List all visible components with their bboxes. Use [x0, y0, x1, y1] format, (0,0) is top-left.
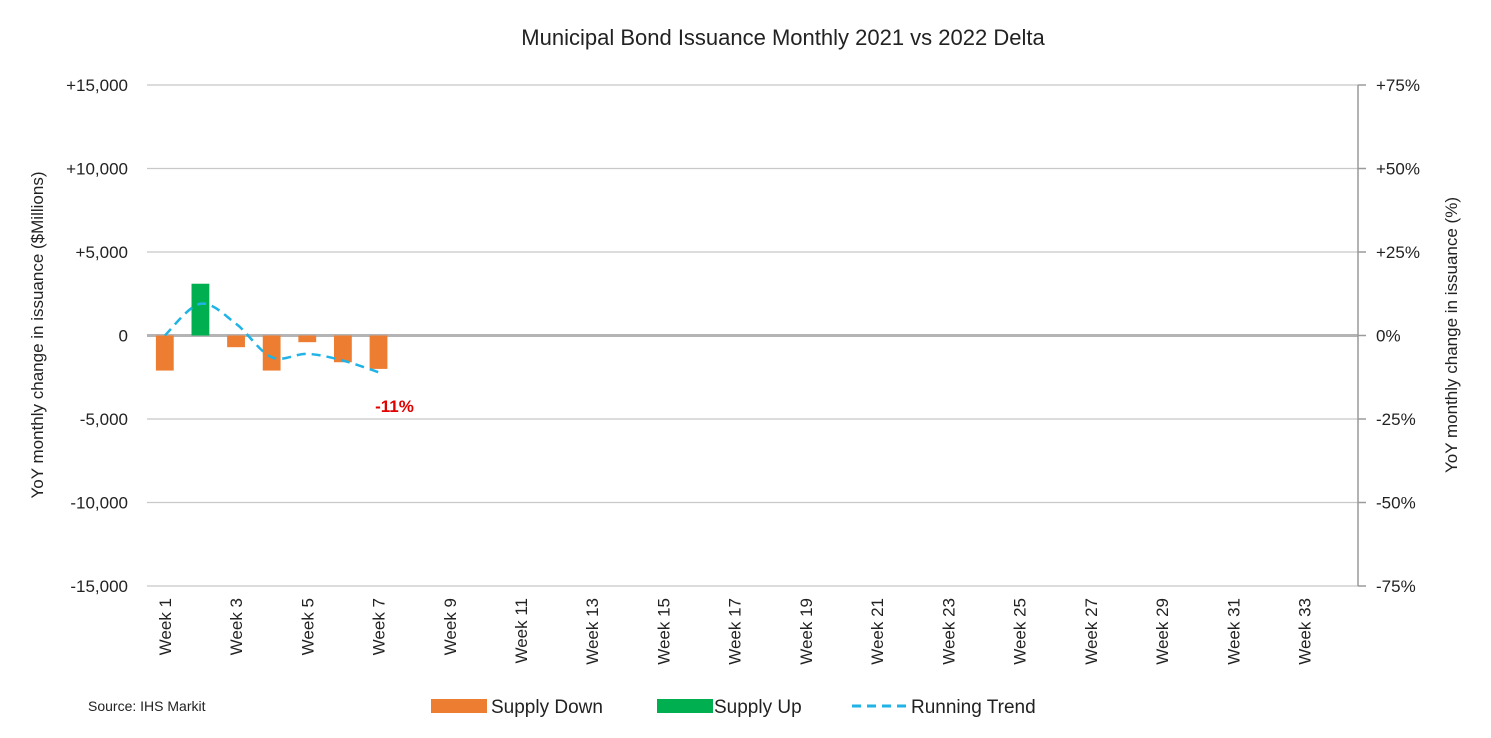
legend-label-supply-up: Supply Up	[714, 697, 802, 718]
y-tick-label: +10,000	[66, 160, 128, 179]
chart-title: Municipal Bond Issuance Monthly 2021 vs …	[521, 25, 1045, 50]
y-tick-label: 0	[119, 327, 128, 346]
y-tick-label: -10,000	[70, 494, 128, 513]
legend-label-supply-down: Supply Down	[491, 697, 603, 718]
running-trend-path	[163, 302, 379, 374]
x-tick-label: Week 29	[1153, 598, 1172, 665]
bar-supply-down	[227, 335, 245, 348]
x-tick-label: Week 13	[583, 598, 602, 665]
x-tick-label: Week 31	[1224, 598, 1243, 665]
x-tick-label: Week 1	[156, 598, 175, 655]
y-tick-label: -15,000	[70, 577, 128, 596]
y2-tick-label: +25%	[1376, 243, 1420, 262]
grid-lines	[147, 84, 1358, 587]
bar-supply-down	[369, 335, 388, 369]
x-tick-label: Week 21	[868, 598, 887, 665]
y-tick-label: +5,000	[76, 243, 128, 262]
x-tick-label: Week 33	[1296, 598, 1315, 665]
legend-swatch-supply-up	[657, 699, 713, 713]
x-tick-label: Week 9	[441, 598, 460, 655]
legend-swatch-supply-down	[431, 699, 487, 713]
x-tick-label: Week 7	[370, 598, 389, 655]
y2-axis-label: YoY monthly change in issuance (%)	[1442, 197, 1461, 473]
y2-tick-label: +75%	[1376, 76, 1420, 95]
y2-tick-label: -75%	[1376, 577, 1416, 596]
bar-supply-up	[191, 283, 210, 336]
source-note: Source: IHS Markit	[88, 698, 206, 714]
y-tick-label: -5,000	[80, 410, 128, 429]
legend: Supply Down Supply Up Running Trend	[431, 697, 1036, 718]
y2-tick-label: -25%	[1376, 410, 1416, 429]
running-trend-line	[163, 302, 379, 374]
y-axis-label: YoY monthly change in issuance ($Million…	[28, 172, 47, 499]
axes: +15,000 +10,000 +5,000 0 -5,000 -10,000 -15,00…	[66, 76, 1420, 665]
x-tick-label: Week 27	[1082, 598, 1101, 665]
bar-supply-down	[333, 335, 352, 363]
x-tick-label: Week 19	[797, 598, 816, 665]
x-tick-label: Week 5	[298, 598, 317, 655]
x-tick-label: Week 23	[939, 598, 958, 665]
x-tick-label: Week 17	[726, 598, 745, 665]
bar-supply-down	[298, 335, 317, 343]
bar-supply-down	[262, 335, 281, 371]
y2-tick-label: +50%	[1376, 160, 1420, 179]
legend-label-running-trend: Running Trend	[911, 697, 1036, 718]
y2-tick-label: -50%	[1376, 494, 1416, 513]
y2-tick-label: 0%	[1376, 327, 1401, 346]
bar-supply-down	[155, 335, 174, 371]
bars	[155, 283, 388, 371]
x-tick-label: Week 25	[1011, 598, 1030, 665]
trend-annotation: -11%	[375, 397, 414, 416]
x-tick-label: Week 15	[654, 598, 673, 665]
y-tick-label: +15,000	[66, 76, 128, 95]
x-tick-label: Week 11	[512, 598, 531, 664]
x-tick-label: Week 3	[227, 598, 246, 655]
